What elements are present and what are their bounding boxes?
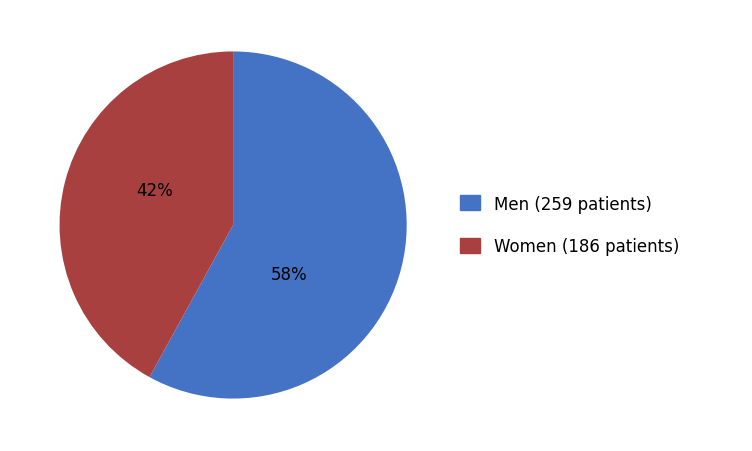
Text: 42%: 42% bbox=[137, 182, 174, 200]
Text: 58%: 58% bbox=[271, 265, 307, 283]
Wedge shape bbox=[150, 52, 407, 399]
Wedge shape bbox=[59, 52, 233, 377]
Legend: Men (259 patients), Women (186 patients): Men (259 patients), Women (186 patients) bbox=[460, 195, 679, 256]
